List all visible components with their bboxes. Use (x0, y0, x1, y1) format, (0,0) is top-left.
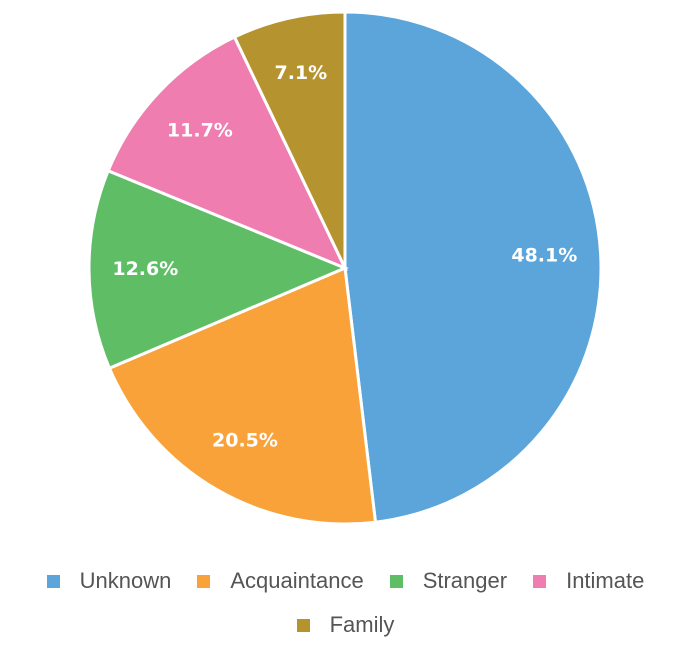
legend-label: Family (329, 612, 395, 637)
pie-slice (232, 10, 347, 269)
legend-swatch (197, 574, 211, 588)
legend-label: Unknown (79, 568, 172, 593)
legend-swatch (46, 574, 60, 588)
legend-swatch (296, 618, 310, 632)
legend-item: Stranger (389, 566, 508, 596)
legend-swatch (533, 574, 547, 588)
data-label: 7.1% (274, 62, 327, 84)
pie-slice (87, 168, 349, 371)
legend: Unknown Acquaintance Stranger Intimate Famil… (0, 566, 691, 640)
data-label: 11.7% (167, 119, 233, 141)
legend-label: Acquaintance (230, 568, 364, 593)
pie-slice (107, 265, 378, 526)
legend-label: Stranger (422, 568, 508, 593)
data-label: 48.1% (511, 245, 577, 267)
legend-item: Acquaintance (197, 566, 364, 596)
data-label: 12.6% (112, 258, 178, 280)
legend-label: Intimate (566, 568, 645, 593)
legend-swatch (389, 574, 403, 588)
legend-item: Family (296, 610, 395, 640)
chart: 48.1% 20.5% 12.6% 11.7% 7.1% (87, 10, 603, 526)
legend-item: Intimate (533, 566, 644, 596)
legend-item: Unknown (46, 566, 172, 596)
pie-slice (106, 35, 349, 271)
data-label: 20.5% (212, 429, 278, 451)
pie-slice (343, 10, 603, 524)
